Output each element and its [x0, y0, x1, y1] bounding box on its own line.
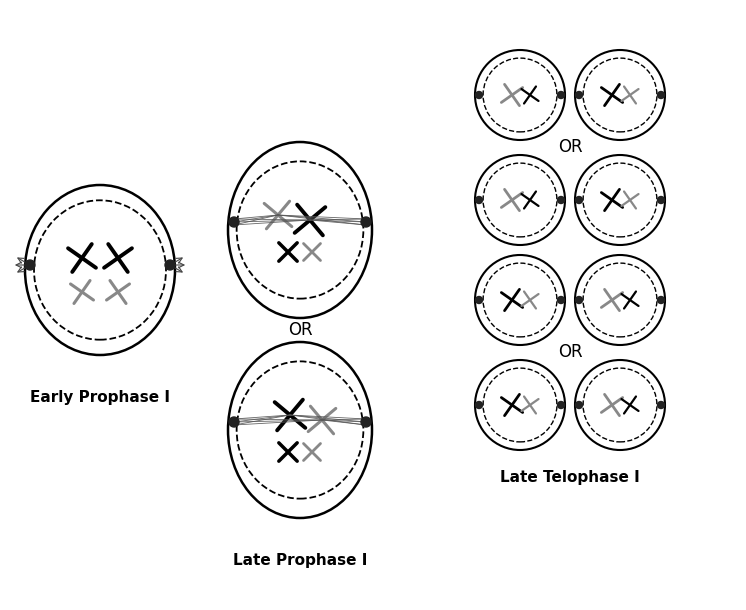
- Circle shape: [165, 260, 175, 270]
- Circle shape: [229, 417, 239, 427]
- Circle shape: [557, 401, 565, 409]
- Circle shape: [657, 296, 665, 304]
- Circle shape: [25, 260, 35, 270]
- Text: Late Telophase I: Late Telophase I: [500, 470, 640, 485]
- Circle shape: [575, 196, 583, 204]
- Circle shape: [557, 92, 565, 98]
- Circle shape: [575, 296, 583, 304]
- Circle shape: [557, 196, 565, 204]
- Circle shape: [475, 401, 483, 409]
- Circle shape: [657, 196, 665, 204]
- Text: Early Prophase I: Early Prophase I: [30, 390, 170, 405]
- Text: OR: OR: [558, 343, 583, 362]
- Text: Late Prophase I: Late Prophase I: [233, 553, 367, 568]
- Circle shape: [475, 296, 483, 304]
- Circle shape: [657, 92, 665, 98]
- Circle shape: [229, 217, 239, 227]
- Text: OR: OR: [288, 321, 313, 339]
- Text: OR: OR: [558, 138, 583, 157]
- Circle shape: [575, 92, 583, 98]
- Circle shape: [657, 401, 665, 409]
- Circle shape: [557, 296, 565, 304]
- Circle shape: [575, 401, 583, 409]
- Circle shape: [361, 217, 371, 227]
- Circle shape: [361, 417, 371, 427]
- Circle shape: [475, 92, 483, 98]
- Circle shape: [475, 196, 483, 204]
